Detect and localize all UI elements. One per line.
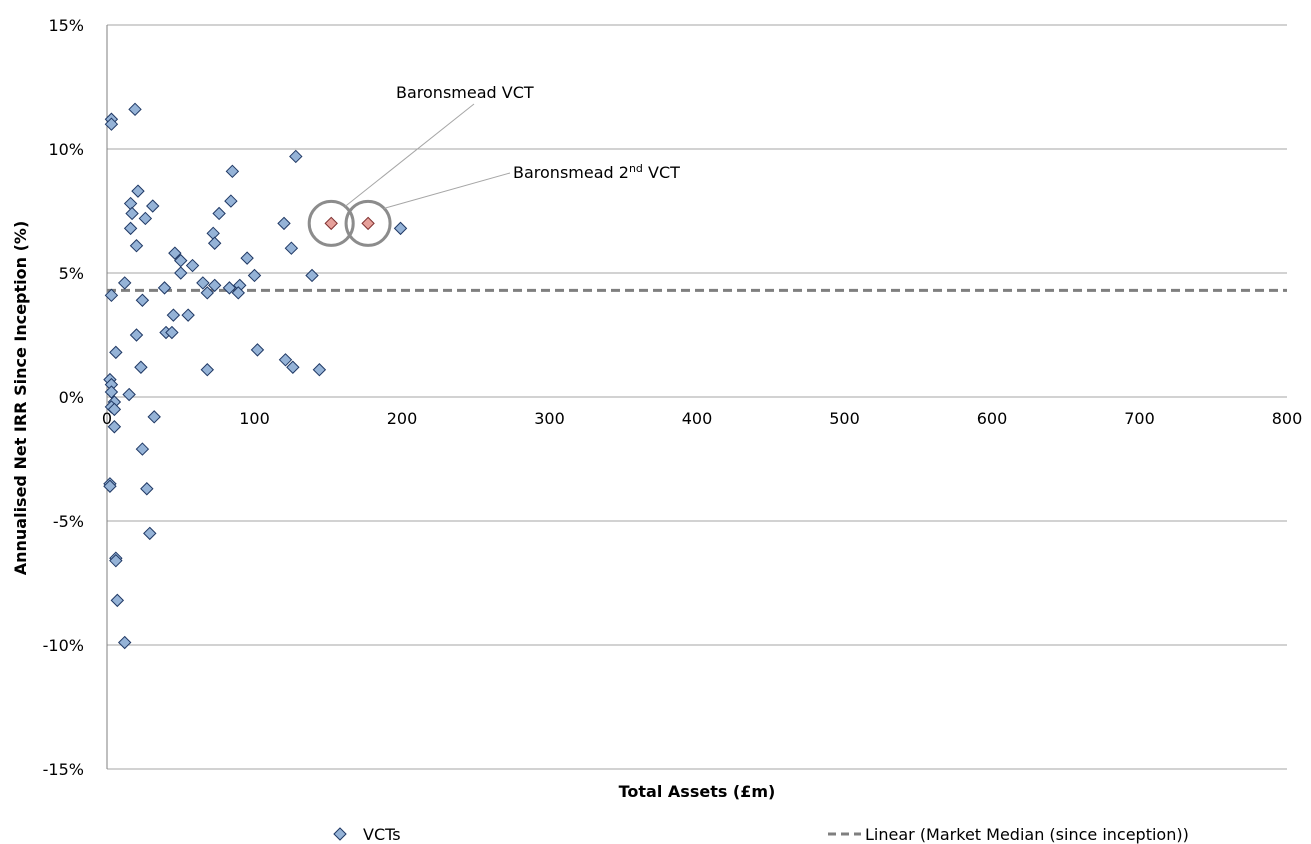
- vct-point: [147, 410, 161, 424]
- vct-point: [125, 206, 139, 221]
- vct-point: [168, 246, 182, 260]
- y-tick-label: 0%: [59, 388, 84, 407]
- y-tick-labels: -15% -10% -5% 0% 5% 10% 15%: [43, 16, 84, 779]
- vct-point: [286, 360, 300, 374]
- vct-point: [247, 268, 262, 283]
- baronsmead-point: [324, 216, 338, 231]
- vct-point: [128, 102, 142, 117]
- leader-line-baronsmead-2nd-vct: [383, 172, 511, 209]
- vct-point: [104, 288, 119, 303]
- vct-point: [200, 286, 215, 300]
- highlight-circle-baronsmead-2nd-vct: [344, 199, 392, 247]
- vct-point: [240, 251, 254, 265]
- legend-label-trend: Linear (Market Median (since inception)): [865, 825, 1189, 844]
- vct-point: [129, 328, 144, 342]
- x-tick-labels: 0 100 200 300 400 500 600 700 800: [102, 409, 1302, 428]
- vct-point: [207, 278, 222, 293]
- vct-point: [166, 308, 181, 322]
- vct-point: [134, 360, 148, 374]
- vct-point: [212, 206, 226, 221]
- vct-point: [174, 266, 188, 280]
- vct-point: [110, 593, 125, 608]
- vct-point: [143, 526, 157, 541]
- vct-point: [104, 385, 119, 399]
- y-tick-label: -5%: [53, 512, 84, 531]
- leader-line-baronsmead-vct: [344, 103, 475, 207]
- legend-marker-vcts: [333, 827, 347, 841]
- vct-point: [140, 482, 154, 496]
- vct-point: [123, 196, 138, 211]
- vct-point: [135, 442, 150, 456]
- vct-point: [289, 149, 303, 164]
- annotation-2-tail: VCT: [643, 163, 680, 182]
- vct-point: [207, 236, 222, 250]
- annotation-baronsmead-2nd-vct: Baronsmead 2nd VCT: [513, 162, 680, 182]
- annotations: Baronsmead VCT Baronsmead 2nd VCT: [307, 83, 680, 247]
- x-tick-label: 800: [1272, 409, 1303, 428]
- vct-point: [129, 239, 144, 253]
- x-tick-label: 0: [102, 409, 112, 428]
- vct-point: [103, 479, 117, 493]
- vct-point: [312, 363, 327, 377]
- vct-point: [277, 216, 291, 231]
- x-tick-label: 500: [829, 409, 860, 428]
- legend: VCTs Linear (Market Median (since incept…: [333, 825, 1189, 844]
- vct-point: [117, 276, 132, 290]
- y-tick-label: 15%: [48, 16, 84, 35]
- x-tick-label: 600: [977, 409, 1008, 428]
- vct-point: [196, 276, 210, 290]
- vct-point: [278, 353, 293, 367]
- baronsmead-point: [361, 216, 375, 231]
- vct-point: [224, 194, 238, 208]
- vct-point: [185, 258, 200, 273]
- vct-point: [135, 293, 150, 307]
- gridlines: [107, 24, 1287, 770]
- vct-point: [225, 164, 240, 179]
- vct-point: [138, 211, 153, 226]
- data-points: [103, 102, 408, 650]
- vct-point: [109, 553, 123, 568]
- y-axis-title: Annualised Net IRR Since Inception (%): [11, 221, 30, 576]
- y-tick-label: -15%: [43, 760, 84, 779]
- annotation-baronsmead-vct: Baronsmead VCT: [396, 83, 534, 102]
- x-tick-label: 700: [1124, 409, 1155, 428]
- vct-point: [250, 343, 265, 357]
- legend-label-vcts: VCTs: [363, 825, 401, 844]
- vct-point: [122, 387, 136, 402]
- vct-point: [107, 402, 122, 417]
- vct-point: [109, 345, 123, 360]
- vct-point: [157, 281, 172, 295]
- vct-point: [107, 420, 122, 434]
- vct-point: [393, 221, 408, 236]
- vct-point: [181, 308, 195, 322]
- y-tick-label: 5%: [59, 264, 84, 283]
- vct-point: [131, 184, 145, 198]
- y-tick-label: -10%: [43, 636, 84, 655]
- vct-point: [104, 117, 119, 131]
- x-tick-label: 300: [534, 409, 565, 428]
- vct-point: [146, 199, 160, 213]
- vct-point: [305, 268, 319, 283]
- x-tick-label: 200: [387, 409, 418, 428]
- vct-point: [222, 281, 237, 295]
- y-tick-label: 10%: [48, 140, 84, 159]
- x-axis-title: Total Assets (£m): [619, 782, 776, 801]
- vct-point: [117, 635, 132, 650]
- x-tick-label: 100: [239, 409, 270, 428]
- vct-point: [165, 325, 179, 340]
- annotation-2-main: Baronsmead 2: [513, 163, 629, 182]
- vct-point: [123, 221, 138, 236]
- highlight-circle-baronsmead-vct: [307, 199, 355, 247]
- vct-point: [231, 286, 245, 300]
- vct-point: [206, 226, 220, 241]
- vct-point: [200, 363, 215, 377]
- vct-point: [284, 241, 299, 255]
- x-tick-label: 400: [682, 409, 713, 428]
- annotation-2-sup: nd: [629, 162, 643, 175]
